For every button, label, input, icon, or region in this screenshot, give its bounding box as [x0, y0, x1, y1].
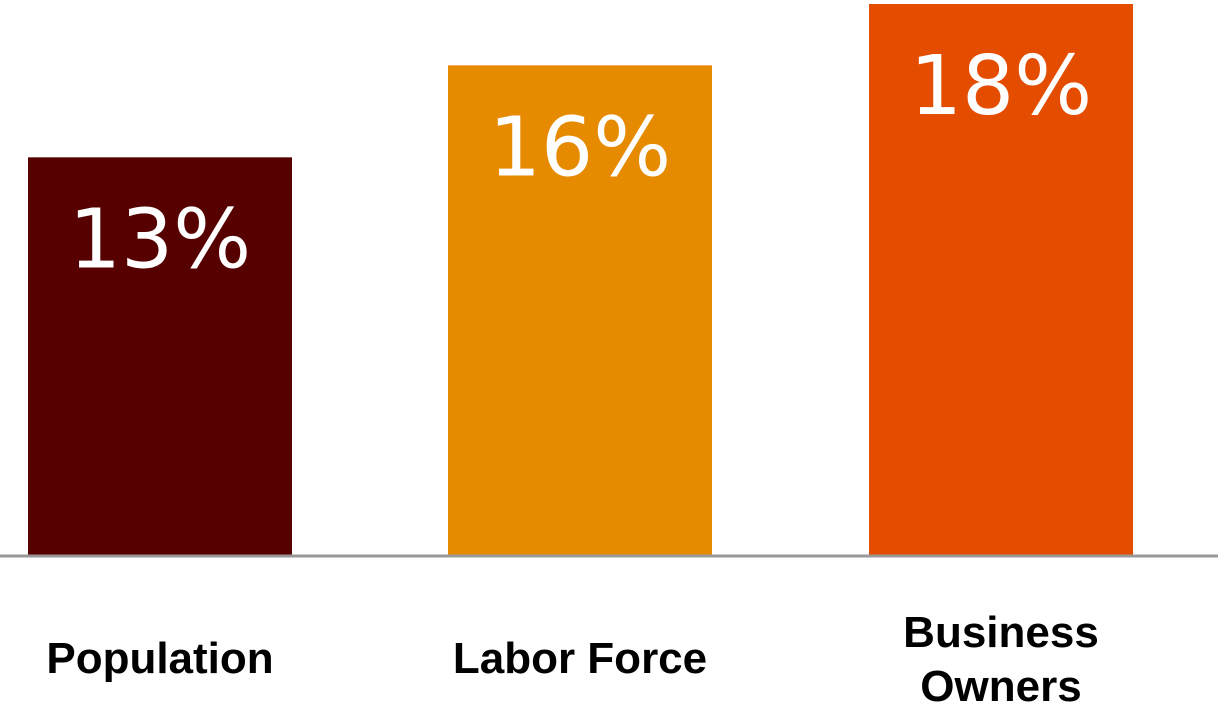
category-label-line: Business [903, 608, 1099, 657]
value-label-business-owners: 18% [910, 39, 1092, 134]
bar-labor-force [448, 65, 712, 556]
category-label-business-owners: Business Owners [903, 608, 1099, 711]
value-label-labor-force: 16% [489, 100, 671, 195]
value-labels-group: 13% 16% 18% [69, 39, 1092, 287]
bars-group [28, 4, 1133, 557]
category-label-line: Owners [920, 662, 1081, 711]
category-label-population: Population [46, 634, 273, 683]
bar-population [28, 157, 292, 557]
value-label-population: 13% [69, 192, 251, 287]
bar-business-owners [869, 4, 1133, 556]
category-label-labor-force: Labor Force [453, 634, 707, 683]
category-labels-group: Population Labor Force Business Owners [46, 608, 1098, 711]
